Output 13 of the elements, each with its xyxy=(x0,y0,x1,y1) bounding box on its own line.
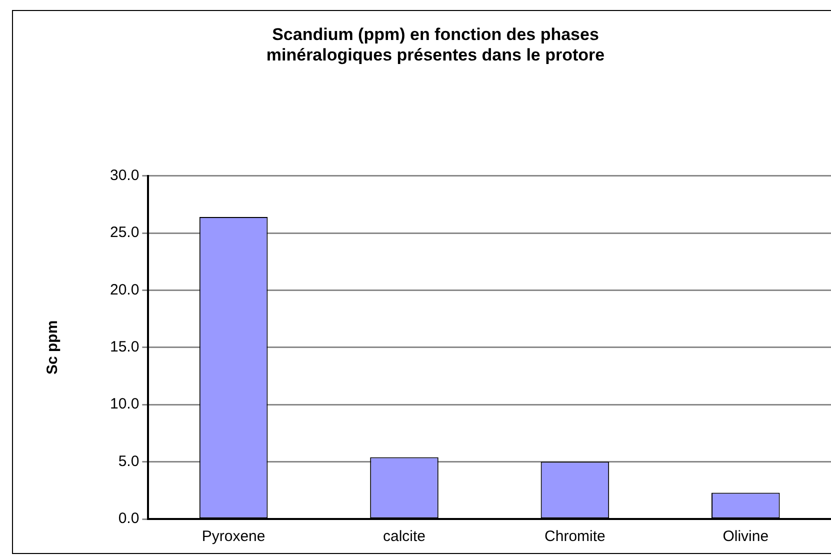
y-tick-label: 20.0 xyxy=(110,281,140,298)
y-axis-title: Sc ppm xyxy=(44,320,62,374)
y-tick-label: 10.0 xyxy=(110,396,140,413)
x-tick-label: Pyroxene xyxy=(202,528,266,546)
y-tick-label: 5.0 xyxy=(118,452,140,470)
y-tick-label: 30.0 xyxy=(110,166,140,184)
x-tick-label: calcite xyxy=(382,528,426,546)
y-tick-label: 15.0 xyxy=(110,338,140,356)
x-tick-label: Olivine xyxy=(722,528,769,546)
y-tick-label: 0.0 xyxy=(118,510,140,528)
y-tick-label: 25.0 xyxy=(110,224,140,242)
x-tick-label: Chromite xyxy=(544,528,606,546)
chart-title: Scandium (ppm) en fonction des phases minéralogiques présentes dans le protore xyxy=(266,24,605,64)
